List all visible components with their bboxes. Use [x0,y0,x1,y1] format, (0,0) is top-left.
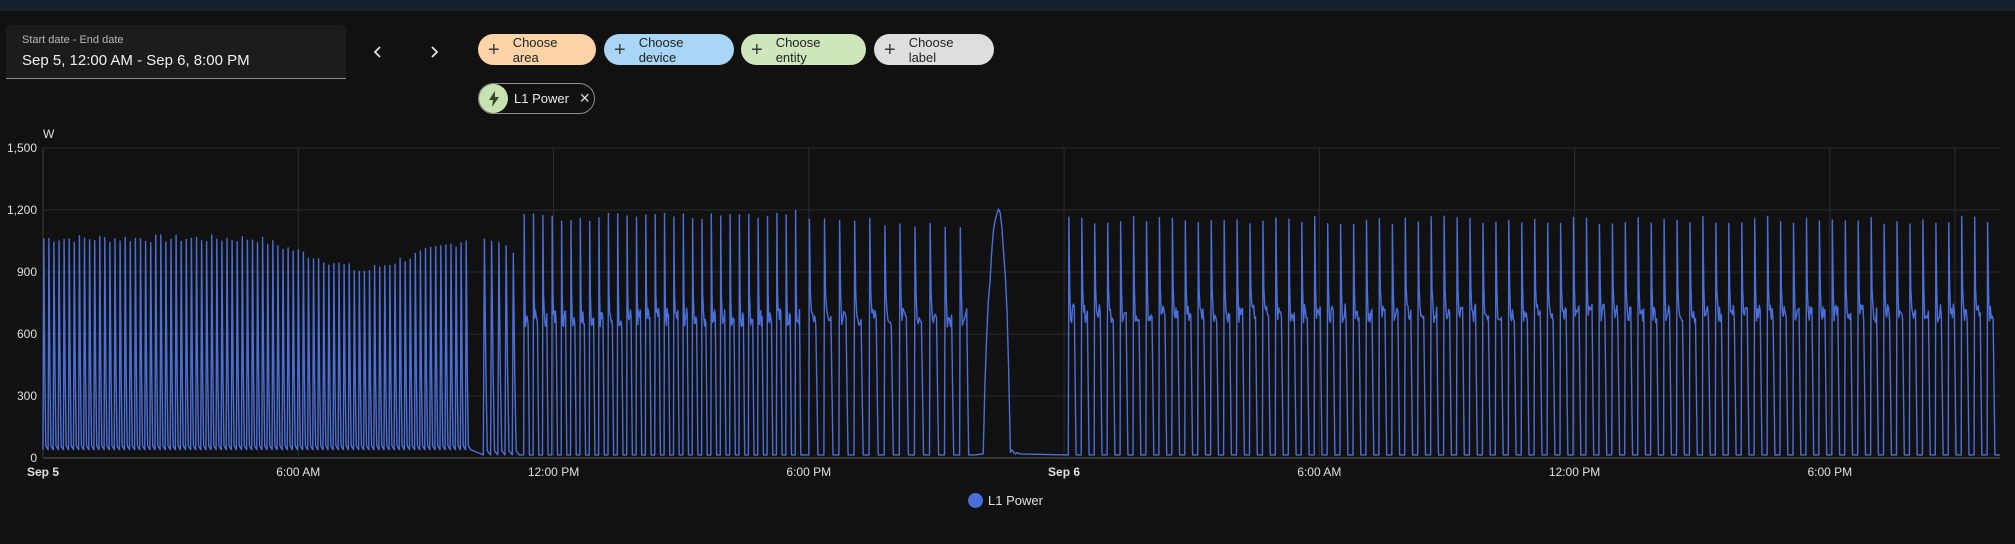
y-tick-label: 300 [17,389,37,403]
flash-icon [479,84,508,113]
plus-icon: + [751,38,763,61]
x-tick-label: 6:00 AM [1297,465,1341,479]
chart-legend[interactable]: L1 Power [968,493,1043,508]
date-range-picker[interactable]: Start date - End date Sep 5, 12:00 AM - … [6,25,346,79]
y-axis-label: W [43,127,55,141]
choose-entity-button[interactable]: + Choose entity [741,34,866,65]
top-bar [0,0,2015,11]
x-tick-label: 6:00 PM [786,465,831,479]
chevron-right-icon [431,46,439,58]
selected-entity-chip[interactable]: L1 Power ✕ [478,83,595,114]
x-tick-label: 12:00 PM [528,465,579,479]
plus-icon: + [884,38,896,61]
y-tick-label: 900 [17,265,37,279]
x-tick-label: Sep 5 [27,465,59,479]
chevron-left-icon [373,46,381,58]
choose-entity-label: Choose entity [775,34,821,65]
date-range-value: Sep 5, 12:00 AM - Sep 6, 8:00 PM [22,52,250,69]
plus-icon: + [614,38,626,61]
next-period-button[interactable] [416,34,452,70]
y-tick-label: 600 [17,327,37,341]
y-tick-label: 0 [30,451,37,465]
x-tick-label: Sep 6 [1048,465,1080,479]
x-tick-label: 12:00 PM [1549,465,1600,479]
legend-series-name: L1 Power [988,493,1043,508]
y-tick-label: 1,200 [7,203,37,217]
plus-icon: + [488,38,500,61]
choose-area-button[interactable]: + Choose area [478,34,596,65]
y-tick-label: 1,500 [7,141,37,155]
choose-device-label: Choose device [638,34,684,65]
choose-label-button[interactable]: + Choose label [874,34,994,65]
choose-area-label: Choose area [512,34,558,65]
selected-entity-name: L1 Power [514,91,569,106]
choose-device-button[interactable]: + Choose device [604,34,734,65]
close-icon[interactable]: ✕ [578,90,591,106]
series-line-l1-power [42,208,2000,456]
choose-label-label: Choose label [908,34,954,65]
date-range-label: Start date - End date [22,34,124,46]
x-tick-label: 6:00 AM [276,465,320,479]
legend-dot [968,493,983,508]
previous-period-button[interactable] [360,34,396,70]
x-tick-label: 6:00 PM [1807,465,1852,479]
